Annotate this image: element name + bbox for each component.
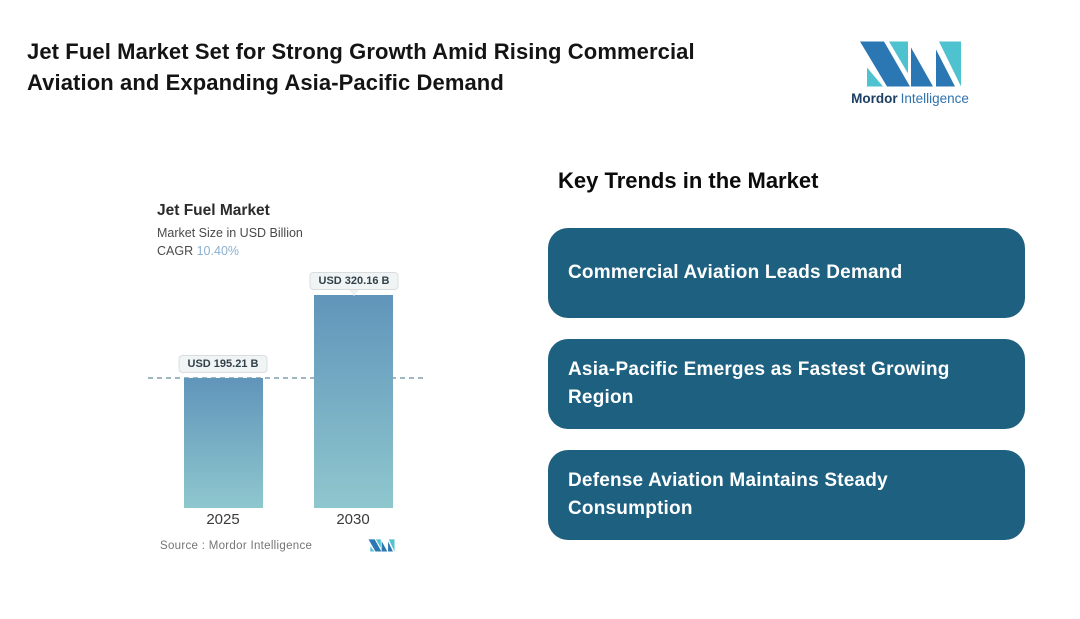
chart-title: Jet Fuel Market (157, 202, 270, 219)
trend-card-asia-pacific: Asia-Pacific Emerges as Fastest Growing … (548, 339, 1025, 429)
trend-card-defense-aviation: Defense Aviation Maintains Steady Consum… (548, 450, 1025, 540)
value-label-2030: USD 320.16 B (309, 272, 399, 290)
x-axis-label-2025: 2025 (206, 511, 240, 528)
brand-block: Mordor Intelligence (845, 36, 975, 106)
source-note: Source : Mordor Intelligence (160, 540, 313, 552)
bar-2025 (184, 378, 263, 508)
callout-pointer (349, 290, 359, 296)
cagr-label: CAGR (157, 244, 194, 258)
x-axis-label-2030: 2030 (336, 511, 370, 528)
trend-card-label: Defense Aviation Maintains Steady Consum… (568, 470, 888, 519)
trend-card-label: Asia-Pacific Emerges as Fastest Growing … (568, 359, 950, 408)
chart-cagr-line: CAGR 10.40% (157, 244, 303, 258)
trend-card-label: Commercial Aviation Leads Demand (568, 262, 903, 283)
mordor-intelligence-logo-icon (845, 36, 975, 89)
brand-name-light: Intelligence (900, 91, 969, 106)
chart-subtitle: Market Size in USD Billion (157, 226, 303, 240)
page-title-line-2: Aviation and Expanding Asia-Pacific Dema… (27, 70, 504, 95)
bar-2030 (314, 295, 393, 508)
trend-card-commercial-aviation: Commercial Aviation Leads Demand (548, 228, 1025, 318)
page-title-line-1: Jet Fuel Market Set for Strong Growth Am… (27, 39, 695, 64)
brand-wordmark: Mordor Intelligence (845, 91, 975, 106)
source-logo-icon (368, 538, 395, 552)
page-title: Jet Fuel Market Set for Strong Growth Am… (27, 36, 807, 98)
cagr-value: 10.40% (196, 244, 240, 258)
reference-dashed-line (148, 377, 424, 379)
brand-name-bold: Mordor (851, 91, 898, 106)
value-label-2025: USD 195.21 B (178, 355, 268, 373)
key-trends-heading: Key Trends in the Market (558, 168, 819, 193)
chart-header: Jet Fuel Market Market Size in USD Billi… (157, 202, 303, 258)
